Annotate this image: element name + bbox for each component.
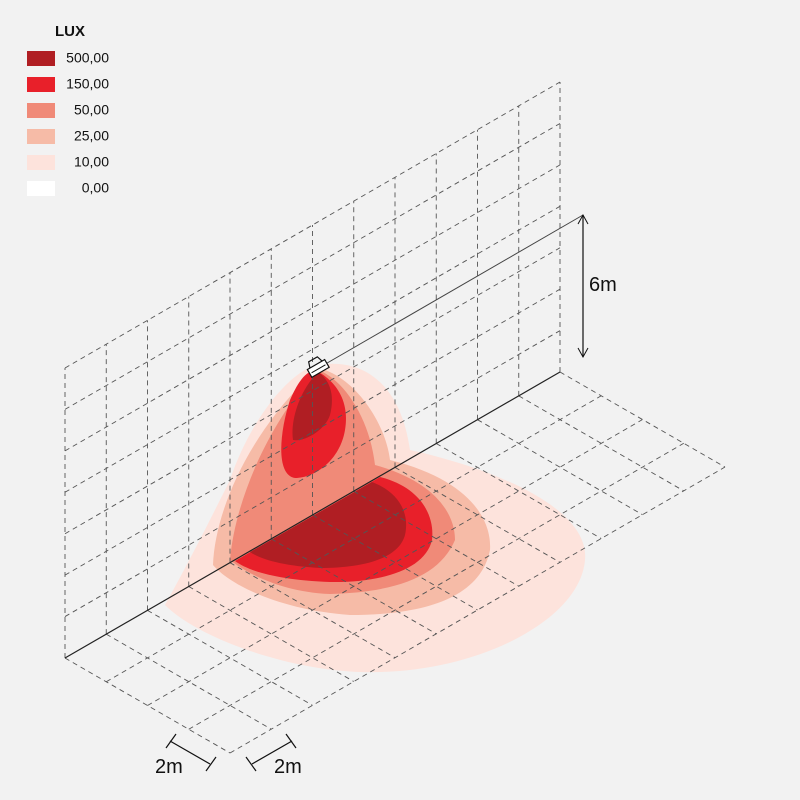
legend-label: 150,00 <box>66 76 109 92</box>
luminaire-line <box>311 364 326 374</box>
luminaire-bracket <box>307 356 323 369</box>
legend-label: 10,00 <box>74 154 109 170</box>
wall-base <box>64 371 561 659</box>
legend: 500,00 150,00 50,00 25,00 10,00 0,00 <box>27 50 109 196</box>
extension-line <box>205 756 217 772</box>
legend-label: 0,00 <box>82 180 109 196</box>
floor-grid-line <box>559 371 726 468</box>
arrow-head <box>577 347 589 359</box>
floor-grid-line <box>229 562 396 659</box>
floor-grid-line <box>477 419 643 516</box>
extension-line <box>285 733 297 749</box>
legend-swatch <box>27 51 55 66</box>
height-label: 6m <box>589 274 617 296</box>
grid-y-label: 2m <box>274 756 302 778</box>
extension-line <box>245 756 257 772</box>
grid-dimension-x <box>165 733 217 772</box>
floor-grid-line <box>394 466 561 563</box>
legend-swatch <box>27 129 55 144</box>
mount-line <box>321 214 584 367</box>
legend-title: LUX <box>55 23 85 40</box>
grid-x-label: 2m <box>155 756 183 778</box>
floor-grid-line <box>353 490 519 587</box>
dimension-line <box>169 740 211 765</box>
luminaire <box>306 356 330 379</box>
light-distribution <box>165 363 586 673</box>
legend-swatch <box>27 155 55 170</box>
legend-swatch <box>27 181 55 196</box>
arrow-head <box>577 213 589 225</box>
legend-swatch <box>27 103 55 118</box>
legend-label: 25,00 <box>74 128 109 144</box>
floor-grid-line <box>271 538 437 635</box>
floor-grid-line <box>106 633 272 730</box>
dimension-line <box>251 740 293 765</box>
legend-label: 50,00 <box>74 102 109 118</box>
floor-grid-line <box>188 586 354 682</box>
legend-label: 500,00 <box>66 50 109 66</box>
legend-swatch <box>27 77 55 92</box>
grid <box>64 81 726 754</box>
floor-grid-line <box>312 514 478 611</box>
height-dimension <box>577 213 589 359</box>
floor-grid-line <box>518 395 684 492</box>
floor-grid-line <box>436 443 602 539</box>
extension-line <box>165 733 177 749</box>
floor-grid-line <box>147 609 313 706</box>
grid-dimension-y <box>245 733 297 772</box>
floor-grid-line <box>64 657 231 754</box>
